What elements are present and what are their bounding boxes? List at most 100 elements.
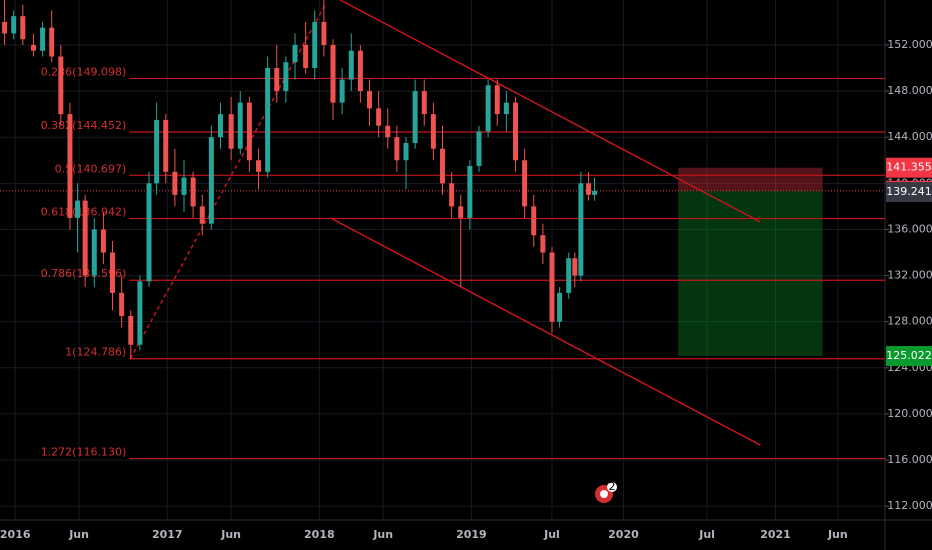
trendline <box>339 0 761 223</box>
fib-level-label: 0.382(144.452) <box>41 119 127 132</box>
candle-body <box>494 85 500 115</box>
position-stop-zone <box>678 167 823 191</box>
x-tick-label: 2021 <box>760 528 791 541</box>
price-label-box <box>886 346 932 367</box>
candle-body <box>367 91 373 109</box>
price-label: 141.355 <box>886 161 932 174</box>
candle-body <box>208 137 214 224</box>
candle-body <box>572 258 578 276</box>
candle-body <box>512 102 518 161</box>
candle-body <box>40 27 46 51</box>
x-tick-label: Jul <box>698 528 715 541</box>
candle-body <box>531 206 537 236</box>
candle-body <box>522 160 528 207</box>
candle-body <box>549 252 555 322</box>
candle-body <box>237 102 243 149</box>
candle-body <box>585 183 591 195</box>
y-tick-label: 132.000 <box>887 269 932 282</box>
fib-level-label: 0.5(140.697) <box>55 162 127 175</box>
candle-body <box>100 229 106 253</box>
candle-body <box>75 200 81 218</box>
x-tick-label: 2020 <box>608 528 639 541</box>
position-target-zone <box>678 190 823 357</box>
candle-body <box>20 16 26 40</box>
candle-body <box>11 16 17 34</box>
x-tick-label: 2018 <box>304 528 335 541</box>
candle-body <box>154 119 160 184</box>
candle-body <box>181 177 187 195</box>
x-tick-label: Jun <box>372 528 393 541</box>
candle-body <box>440 148 445 184</box>
candle-body <box>199 206 205 224</box>
candle-body <box>292 44 298 63</box>
candle-body <box>485 85 491 132</box>
y-tick-label: 136.000 <box>887 222 932 235</box>
candle-body <box>578 183 584 276</box>
price-label: 139.241 <box>886 185 932 198</box>
fib-level-label: 0.236(149.098) <box>41 65 127 78</box>
candle-body <box>58 56 64 115</box>
y-tick-label: 152.000 <box>887 38 932 51</box>
candle-body <box>110 252 116 293</box>
candle-body <box>592 190 598 195</box>
candle-body <box>458 206 464 218</box>
y-tick-label: 116.000 <box>887 453 932 466</box>
candle-body <box>283 62 289 92</box>
price-label-box <box>886 182 932 203</box>
candle-body <box>421 91 427 115</box>
y-tick-label: 148.000 <box>887 84 932 97</box>
candle-body <box>357 50 363 92</box>
candle-body <box>540 235 546 253</box>
x-tick-label: Jun <box>827 528 848 541</box>
x-tick-label: 2017 <box>152 528 183 541</box>
candle-body <box>163 119 169 172</box>
trendline <box>129 4 326 360</box>
candle-body <box>376 108 382 126</box>
y-tick-label: 120.000 <box>887 407 932 420</box>
x-tick-label: Jul <box>543 528 560 541</box>
candle-body <box>228 114 234 149</box>
candle-body <box>566 258 572 293</box>
candle-body <box>430 114 436 149</box>
badge-count: 2 <box>609 480 616 493</box>
candle-body <box>476 131 482 167</box>
candle-body <box>339 79 345 103</box>
candle-body <box>394 137 400 161</box>
candle-body <box>91 229 97 276</box>
candle-body <box>2 21 8 34</box>
x-tick-label: 2019 <box>456 528 487 541</box>
candle-body <box>217 114 223 138</box>
y-tick-label: 144.000 <box>887 130 932 143</box>
badge-count-bg <box>607 482 617 492</box>
price-label-box <box>886 157 932 178</box>
candle-body <box>82 200 88 276</box>
candle-body <box>348 50 354 80</box>
candle-body <box>503 102 509 115</box>
candle-body <box>312 21 318 69</box>
candle-body <box>330 44 336 103</box>
badge-icon-inner <box>600 490 608 498</box>
candle-body <box>49 27 55 57</box>
candle-body <box>274 68 280 92</box>
candle-body <box>412 91 418 143</box>
candle-body <box>128 315 134 345</box>
y-tick-label: 128.000 <box>887 315 932 328</box>
fib-level-label: 1.272(116.130) <box>41 446 127 459</box>
candle-body <box>557 292 563 322</box>
candle-body <box>467 166 473 218</box>
x-tick-label: Jun <box>68 528 89 541</box>
candle-body <box>67 114 73 218</box>
y-tick-label: 112.000 <box>887 499 932 512</box>
grid <box>0 0 885 520</box>
fib-level-label: 1(124.786) <box>65 346 126 359</box>
candle-body <box>30 44 36 51</box>
candle-body <box>137 281 143 345</box>
candle-body <box>385 125 391 138</box>
x-tick-label: Jun <box>220 528 241 541</box>
x-tick-label: 2016 <box>0 528 31 541</box>
candle-body <box>303 44 309 69</box>
candle-body <box>172 171 178 195</box>
trendline <box>329 217 761 446</box>
candle-body <box>146 183 152 282</box>
